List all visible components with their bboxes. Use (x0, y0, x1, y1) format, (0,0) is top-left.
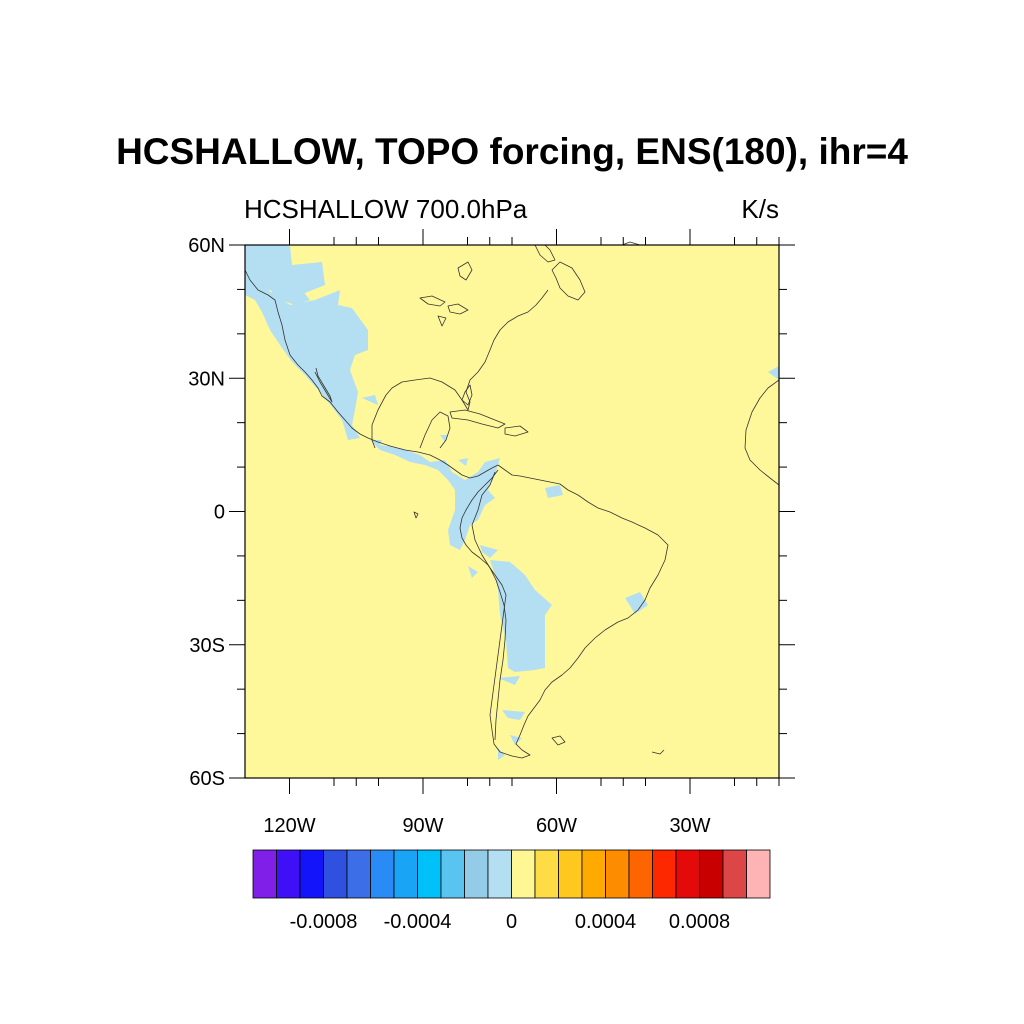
shading-atlantic-east (768, 366, 779, 380)
lon-tick-label: 30W (669, 815, 710, 837)
lat-tick-label: 60S (189, 768, 225, 790)
shading-central-america (370, 440, 500, 550)
coastline-hudson-bay (457, 261, 473, 281)
colorbar-swatch (417, 849, 442, 899)
lon-tick-label: 90W (402, 815, 443, 837)
colorbar-label: -0.0004 (384, 911, 452, 933)
colorbar-swatch (370, 849, 395, 899)
negative-shading (245, 245, 779, 760)
coastline-labrador (534, 244, 556, 263)
shading-west-patch (265, 278, 310, 305)
colorbar: -0.0008 -0.0004 0 0.0004 0.0008 (252, 849, 771, 933)
units-subtitle: K/s (741, 194, 779, 224)
coastline-greenland (621, 241, 641, 246)
coastline-gulf-of-mexico (371, 289, 549, 449)
colorbar-swatch (534, 849, 559, 899)
colorbar-swatch (346, 849, 371, 899)
colorbar-swatch (299, 849, 324, 899)
longitude-axis: 120W 90W 60W 30W (263, 229, 780, 837)
coastline-north-america-west (244, 269, 499, 479)
colorbar-swatch (487, 849, 512, 899)
colorbar-label: -0.0008 (290, 911, 358, 933)
variable-subtitle: HCSHALLOW 700.0hPa (244, 194, 528, 224)
coastlines (244, 241, 780, 759)
colorbar-swatch (722, 849, 747, 899)
colorbar-swatch (276, 849, 301, 899)
lat-tick-label: 60N (188, 235, 225, 257)
lat-tick-label: 30S (189, 635, 225, 657)
coastline-great-lakes (419, 295, 469, 327)
latitude-axis: 60N 30N 0 30S 60S (188, 235, 795, 790)
lat-tick-label: 30N (188, 368, 225, 390)
colorbar-swatch (252, 849, 277, 899)
lon-tick-label: 120W (263, 815, 315, 837)
coastline-yucatan (419, 411, 451, 449)
coastline-galapagos (413, 511, 419, 519)
coastline-andes-border (471, 471, 507, 741)
coastline-florida (461, 384, 473, 406)
colorbar-swatch (699, 849, 724, 899)
plot-title: HCSHALLOW, TOPO forcing, ENS(180), ihr=4 (116, 131, 908, 172)
coastline-south-georgia (651, 749, 665, 755)
coastline-hispaniola (504, 425, 529, 437)
shading-northwest (245, 245, 368, 440)
colorbar-swatch (393, 849, 418, 899)
colorbar-swatch (323, 849, 348, 899)
coastline-falklands (551, 735, 566, 746)
shading-southeast-brazil (625, 592, 648, 614)
colorbar-swatch (440, 849, 465, 899)
coastline-newfoundland (551, 261, 586, 301)
colorbar-swatch (652, 849, 677, 899)
colorbar-swatch (581, 849, 606, 899)
colorbar-swatch (628, 849, 653, 899)
lon-tick-label: 60W (536, 815, 577, 837)
shading-andes (468, 545, 552, 672)
colorbar-swatch (511, 849, 536, 899)
colorbar-swatch (746, 849, 771, 899)
coastline-africa (744, 379, 780, 486)
shading-guiana (545, 485, 563, 498)
colorbar-swatch (464, 849, 489, 899)
colorbar-swatch (605, 849, 630, 899)
coastline-baja (314, 367, 333, 403)
coastline-south-america (459, 464, 669, 759)
map-panel: 60N 30N 0 30S 60S 120W 90W 60W 30W (188, 229, 795, 837)
colorbar-swatch (675, 849, 700, 899)
coastline-cuba (449, 409, 506, 429)
colorbar-label: 0.0004 (575, 911, 636, 933)
lat-tick-label: 0 (214, 502, 225, 524)
shading-caribbean-dots (362, 395, 468, 466)
colorbar-swatch (558, 849, 583, 899)
colorbar-label: 0.0008 (669, 911, 730, 933)
colorbar-label: 0 (506, 911, 517, 933)
